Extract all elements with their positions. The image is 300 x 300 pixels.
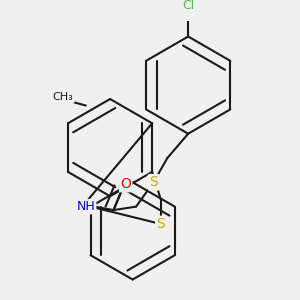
Text: S: S: [157, 217, 165, 231]
Text: Cl: Cl: [182, 0, 194, 12]
Text: S: S: [149, 175, 158, 189]
Text: O: O: [120, 177, 131, 191]
Text: NH: NH: [76, 200, 95, 213]
Text: CH₃: CH₃: [53, 92, 74, 102]
